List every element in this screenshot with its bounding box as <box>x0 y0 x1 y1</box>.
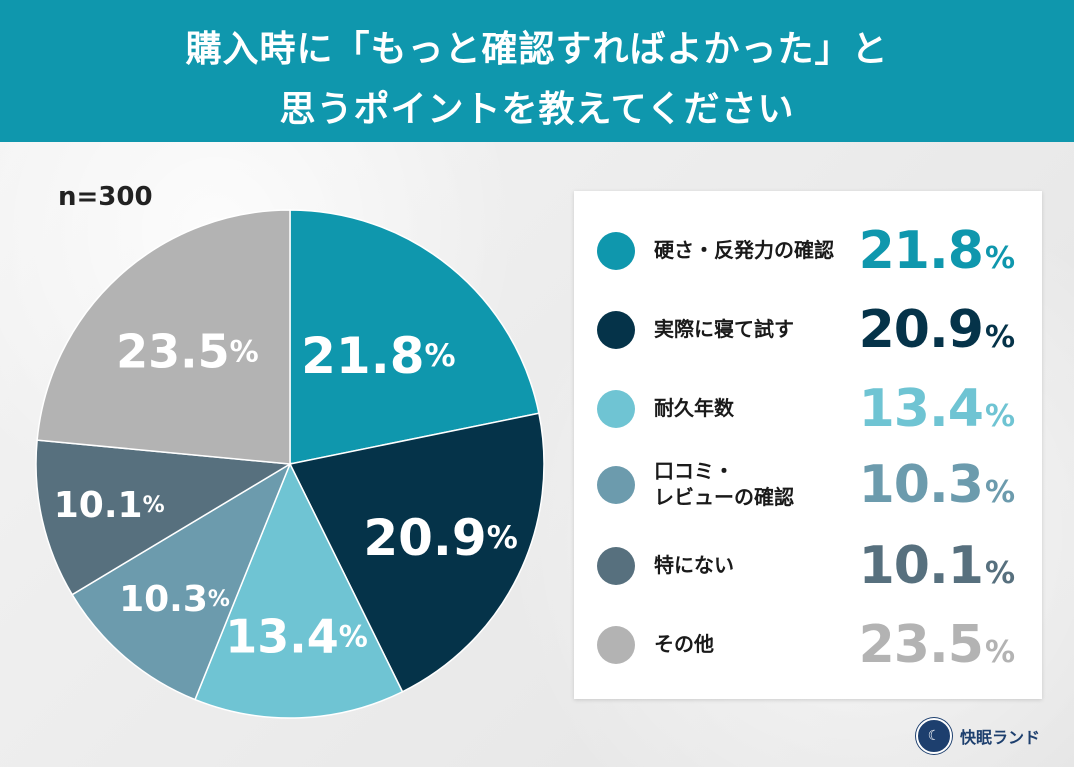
title-banner: 購入時に「もっと確認すればよかった」と 思うポイントを教えてください <box>0 0 1074 142</box>
pie-label-6: 23.5% <box>116 324 259 378</box>
legend-swatch-5 <box>597 547 635 585</box>
legend-value-2: 20.9% <box>858 300 1015 360</box>
pie-slice-5 <box>35 439 293 596</box>
brand-logo: ☾ 快眠ランド <box>916 718 1040 754</box>
brand-name: 快眠ランド <box>960 728 1041 747</box>
legend-swatch-6 <box>597 626 635 664</box>
pie-label-3: 13.4% <box>225 610 368 664</box>
legend-swatch-2 <box>597 311 635 349</box>
pie-slice-3 <box>194 462 404 719</box>
legend-swatch-4 <box>597 466 635 504</box>
legend-item-4: 口コミ・ レビューの確認 10.3% <box>574 449 1042 519</box>
legend-swatch-1 <box>597 232 635 270</box>
legend-value-1: 21.8% <box>858 221 1015 281</box>
legend-item-1: 硬さ・反発力の確認 21.8% <box>574 215 1042 285</box>
legend-value-4: 10.3% <box>858 455 1015 515</box>
legend-value-6: 23.5% <box>858 615 1015 675</box>
legend-item-3: 耐久年数 13.4% <box>574 373 1042 443</box>
sample-size-label: n=300 <box>58 182 153 212</box>
legend-item-5: 特にない 10.1% <box>574 530 1042 600</box>
pie-slice-1 <box>289 209 540 465</box>
pie-label-5: 10.1% <box>54 485 165 526</box>
legend-label-1: 硬さ・反発力の確認 <box>654 238 834 262</box>
pie-slice-2 <box>288 412 545 693</box>
pie-slice-6 <box>36 209 291 465</box>
pie-label-4: 10.3% <box>119 579 230 620</box>
legend-label-4: 口コミ・ レビューの確認 <box>654 459 794 509</box>
legend-value-3: 13.4% <box>858 379 1015 439</box>
legend-item-6: その他 23.5% <box>574 609 1042 679</box>
pie-label-1: 21.8% <box>301 327 455 385</box>
legend-value-5: 10.1% <box>858 536 1015 596</box>
legend-label-5: 特にない <box>654 553 734 577</box>
title-line-2: 思うポイントを教えてください <box>279 89 795 130</box>
pie-slice-4 <box>71 462 292 701</box>
legend-label-6: その他 <box>654 632 714 656</box>
legend-item-2: 実際に寝て試す 20.9% <box>574 294 1042 364</box>
title-line-1: 購入時に「もっと確認すればよかった」と <box>185 29 889 70</box>
legend-panel: 硬さ・反発力の確認 21.8% 実際に寝て試す 20.9% 耐久年数 13.4% 口コミ・ … <box>574 191 1042 699</box>
legend-label-3: 耐久年数 <box>654 396 734 420</box>
legend-label-2: 実際に寝て試す <box>654 317 794 341</box>
legend-swatch-3 <box>597 390 635 428</box>
kaimin-land-logo-icon: ☾ <box>916 718 952 754</box>
pie-label-2: 20.9% <box>363 509 517 567</box>
